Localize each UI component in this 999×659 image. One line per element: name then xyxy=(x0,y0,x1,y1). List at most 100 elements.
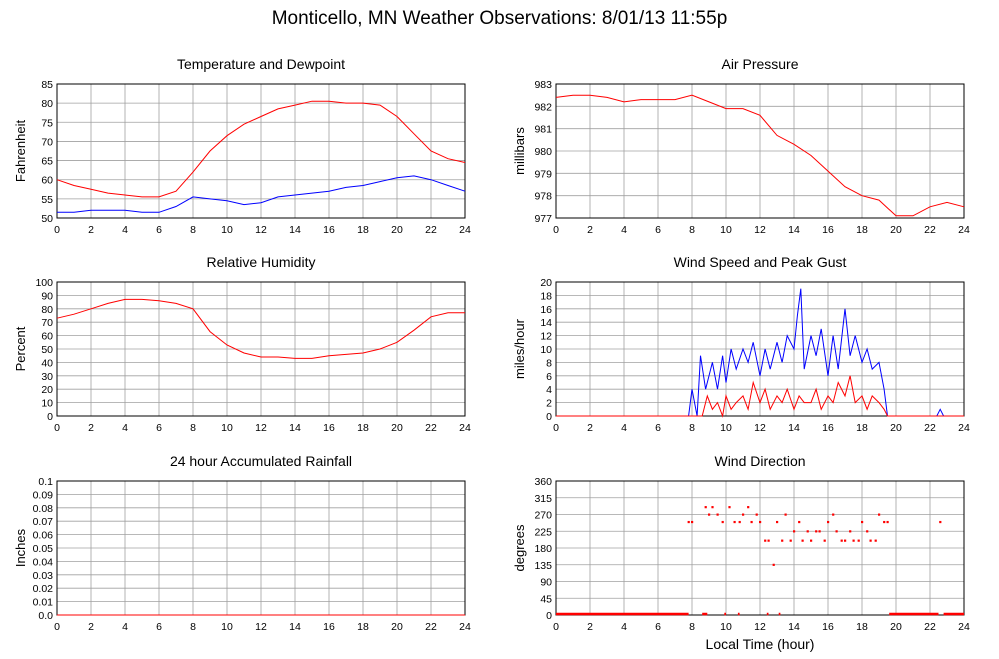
y-tick-label: 0.09 xyxy=(33,489,54,501)
x-tick-label: 20 xyxy=(391,422,403,434)
data-point xyxy=(776,520,779,524)
x-tick-label: 12 xyxy=(754,422,766,434)
x-tick-label: 10 xyxy=(221,224,233,236)
x-tick-label: 2 xyxy=(587,224,593,236)
y-tick-label: 0 xyxy=(47,411,53,423)
y-tick-label: 6 xyxy=(546,371,552,383)
x-tick-label: 16 xyxy=(323,422,335,434)
y-axis-label: millibars xyxy=(512,127,527,175)
y-tick-label: 50 xyxy=(41,344,53,356)
chart-title: Temperature and Dewpoint xyxy=(177,56,345,72)
y-tick-label: 10 xyxy=(540,344,552,356)
y-tick-label: 50 xyxy=(41,213,53,225)
y-tick-label: 80 xyxy=(41,304,53,316)
data-point xyxy=(939,520,942,524)
x-tick-label: 20 xyxy=(391,621,403,633)
data-point xyxy=(742,513,745,516)
y-axis-label: miles/hour xyxy=(512,318,527,379)
data-point xyxy=(883,520,886,524)
x-tick-label: 8 xyxy=(689,224,695,236)
y-tick-label: 90 xyxy=(41,290,53,302)
x-tick-label: 16 xyxy=(822,224,834,236)
x-tick-label: 10 xyxy=(720,422,732,434)
x-tick-label: 0 xyxy=(553,224,559,236)
data-point xyxy=(810,539,813,542)
data-point xyxy=(801,539,804,542)
y-tick-label: 983 xyxy=(534,79,552,91)
y-tick-label: 85 xyxy=(41,79,53,91)
x-tick-label: 16 xyxy=(822,422,834,434)
y-axis-label: Percent xyxy=(13,326,28,371)
x-tick-label: 14 xyxy=(788,224,800,236)
y-tick-label: 0.0 xyxy=(38,610,53,622)
x-tick-label: 14 xyxy=(788,422,800,434)
data-point xyxy=(866,530,869,533)
y-tick-label: 980 xyxy=(534,146,552,158)
chart-title: Wind Direction xyxy=(714,453,805,469)
y-tick-label: 135 xyxy=(534,560,552,572)
chart-title: Relative Humidity xyxy=(207,254,316,270)
series-line-1 xyxy=(556,375,964,418)
x-tick-label: 12 xyxy=(255,422,267,434)
x-tick-label: 22 xyxy=(924,621,936,633)
x-tick-label: 2 xyxy=(587,422,593,434)
data-point xyxy=(806,530,809,533)
y-tick-label: 18 xyxy=(540,290,552,302)
y-tick-label: 90 xyxy=(540,577,552,589)
x-tick-label: 14 xyxy=(788,621,800,633)
x-tick-label: 18 xyxy=(357,224,369,236)
y-tick-label: 30 xyxy=(41,371,53,383)
y-tick-label: 70 xyxy=(41,136,53,148)
y-tick-label: 2 xyxy=(546,398,552,410)
x-tick-label: 4 xyxy=(122,224,128,236)
data-point xyxy=(721,520,724,524)
x-tick-label: 8 xyxy=(190,621,196,633)
y-tick-label: 100 xyxy=(35,277,53,289)
data-point xyxy=(750,520,753,524)
plot-frame xyxy=(555,480,965,616)
x-tick-label: 22 xyxy=(425,422,437,434)
x-tick-label: 18 xyxy=(856,621,868,633)
data-point xyxy=(886,520,889,524)
y-tick-label: 0 xyxy=(546,411,552,423)
data-point xyxy=(767,539,770,542)
series-line-0 xyxy=(556,288,964,417)
x-tick-label: 6 xyxy=(655,224,661,236)
data-point xyxy=(832,513,835,516)
data-point xyxy=(738,520,741,524)
y-tick-label: 20 xyxy=(41,384,53,396)
x-tick-label: 0 xyxy=(553,621,559,633)
x-tick-label: 24 xyxy=(958,224,970,236)
x-tick-label: 24 xyxy=(459,621,471,633)
x-tick-label: 2 xyxy=(587,621,593,633)
x-tick-label: 20 xyxy=(890,422,902,434)
series-line-0 xyxy=(56,298,465,359)
data-point xyxy=(772,563,775,566)
x-tick-label: 8 xyxy=(190,224,196,236)
x-tick-label: 20 xyxy=(890,621,902,633)
x-tick-label: 2 xyxy=(88,224,94,236)
x-tick-label: 4 xyxy=(621,422,627,434)
series-line-0 xyxy=(56,100,466,198)
y-tick-label: 977 xyxy=(534,213,552,225)
data-point xyxy=(764,539,767,542)
data-point xyxy=(827,520,830,524)
x-tick-label: 12 xyxy=(255,224,267,236)
x-tick-label: 14 xyxy=(289,224,301,236)
data-point xyxy=(711,506,714,509)
y-tick-label: 45 xyxy=(540,593,552,605)
y-tick-label: 0.02 xyxy=(33,583,54,595)
y-tick-label: 225 xyxy=(534,526,552,538)
y-tick-label: 0.01 xyxy=(33,597,54,609)
y-tick-label: 0.04 xyxy=(33,556,54,568)
y-tick-label: 20 xyxy=(540,277,552,289)
y-tick-label: 75 xyxy=(41,117,53,129)
x-tick-label: 12 xyxy=(255,621,267,633)
x-tick-label: 16 xyxy=(822,621,834,633)
y-axis-label: Inches xyxy=(13,528,28,567)
x-tick-label: 4 xyxy=(621,224,627,236)
x-tick-label: 22 xyxy=(425,621,437,633)
x-tick-label: 24 xyxy=(459,224,471,236)
x-tick-label: 10 xyxy=(720,621,732,633)
